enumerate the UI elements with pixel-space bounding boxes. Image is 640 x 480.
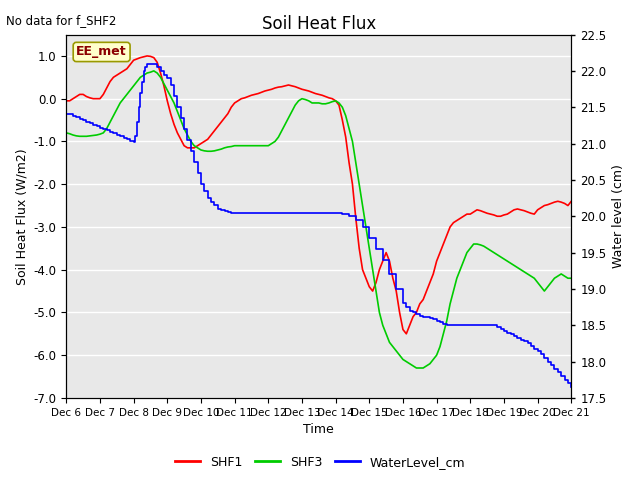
SHF1: [422, 288, 430, 294]
SHF1: [244, 94, 252, 99]
SHF3: [568, 276, 575, 281]
SHF1: [143, 53, 151, 59]
Text: No data for f_SHF2: No data for f_SHF2: [6, 14, 116, 27]
WaterLevel_cm: [399, 300, 407, 306]
Title: Soil Heat Flux: Soil Heat Flux: [262, 15, 376, 33]
SHF1: [386, 258, 394, 264]
SHF1: [568, 198, 575, 204]
SHF3: [312, 100, 319, 106]
WaterLevel_cm: [568, 384, 575, 390]
SHF1: [312, 91, 319, 96]
Legend: SHF1, SHF3, WaterLevel_cm: SHF1, SHF3, WaterLevel_cm: [170, 451, 470, 474]
SHF1: [403, 331, 410, 336]
WaterLevel_cm: [386, 272, 394, 277]
WaterLevel_cm: [416, 313, 424, 319]
SHF3: [422, 363, 430, 369]
Line: SHF1: SHF1: [67, 56, 572, 334]
SHF3: [150, 68, 157, 74]
SHF1: [63, 98, 70, 104]
SHF3: [564, 276, 572, 281]
WaterLevel_cm: [541, 355, 548, 361]
SHF3: [372, 288, 380, 294]
X-axis label: Time: Time: [303, 423, 334, 436]
Y-axis label: Soil Heat Flux (W/m2): Soil Heat Flux (W/m2): [15, 148, 28, 285]
Line: SHF3: SHF3: [67, 71, 572, 368]
SHF1: [372, 280, 380, 286]
WaterLevel_cm: [83, 119, 90, 125]
SHF3: [63, 130, 70, 136]
Y-axis label: Water level (cm): Water level (cm): [612, 164, 625, 268]
SHF3: [413, 365, 420, 371]
Line: WaterLevel_cm: WaterLevel_cm: [67, 64, 572, 387]
SHF3: [386, 339, 394, 345]
WaterLevel_cm: [63, 112, 70, 118]
WaterLevel_cm: [143, 61, 151, 67]
SHF1: [564, 203, 572, 208]
SHF3: [244, 143, 252, 149]
Text: EE_met: EE_met: [76, 46, 127, 59]
WaterLevel_cm: [504, 330, 511, 336]
